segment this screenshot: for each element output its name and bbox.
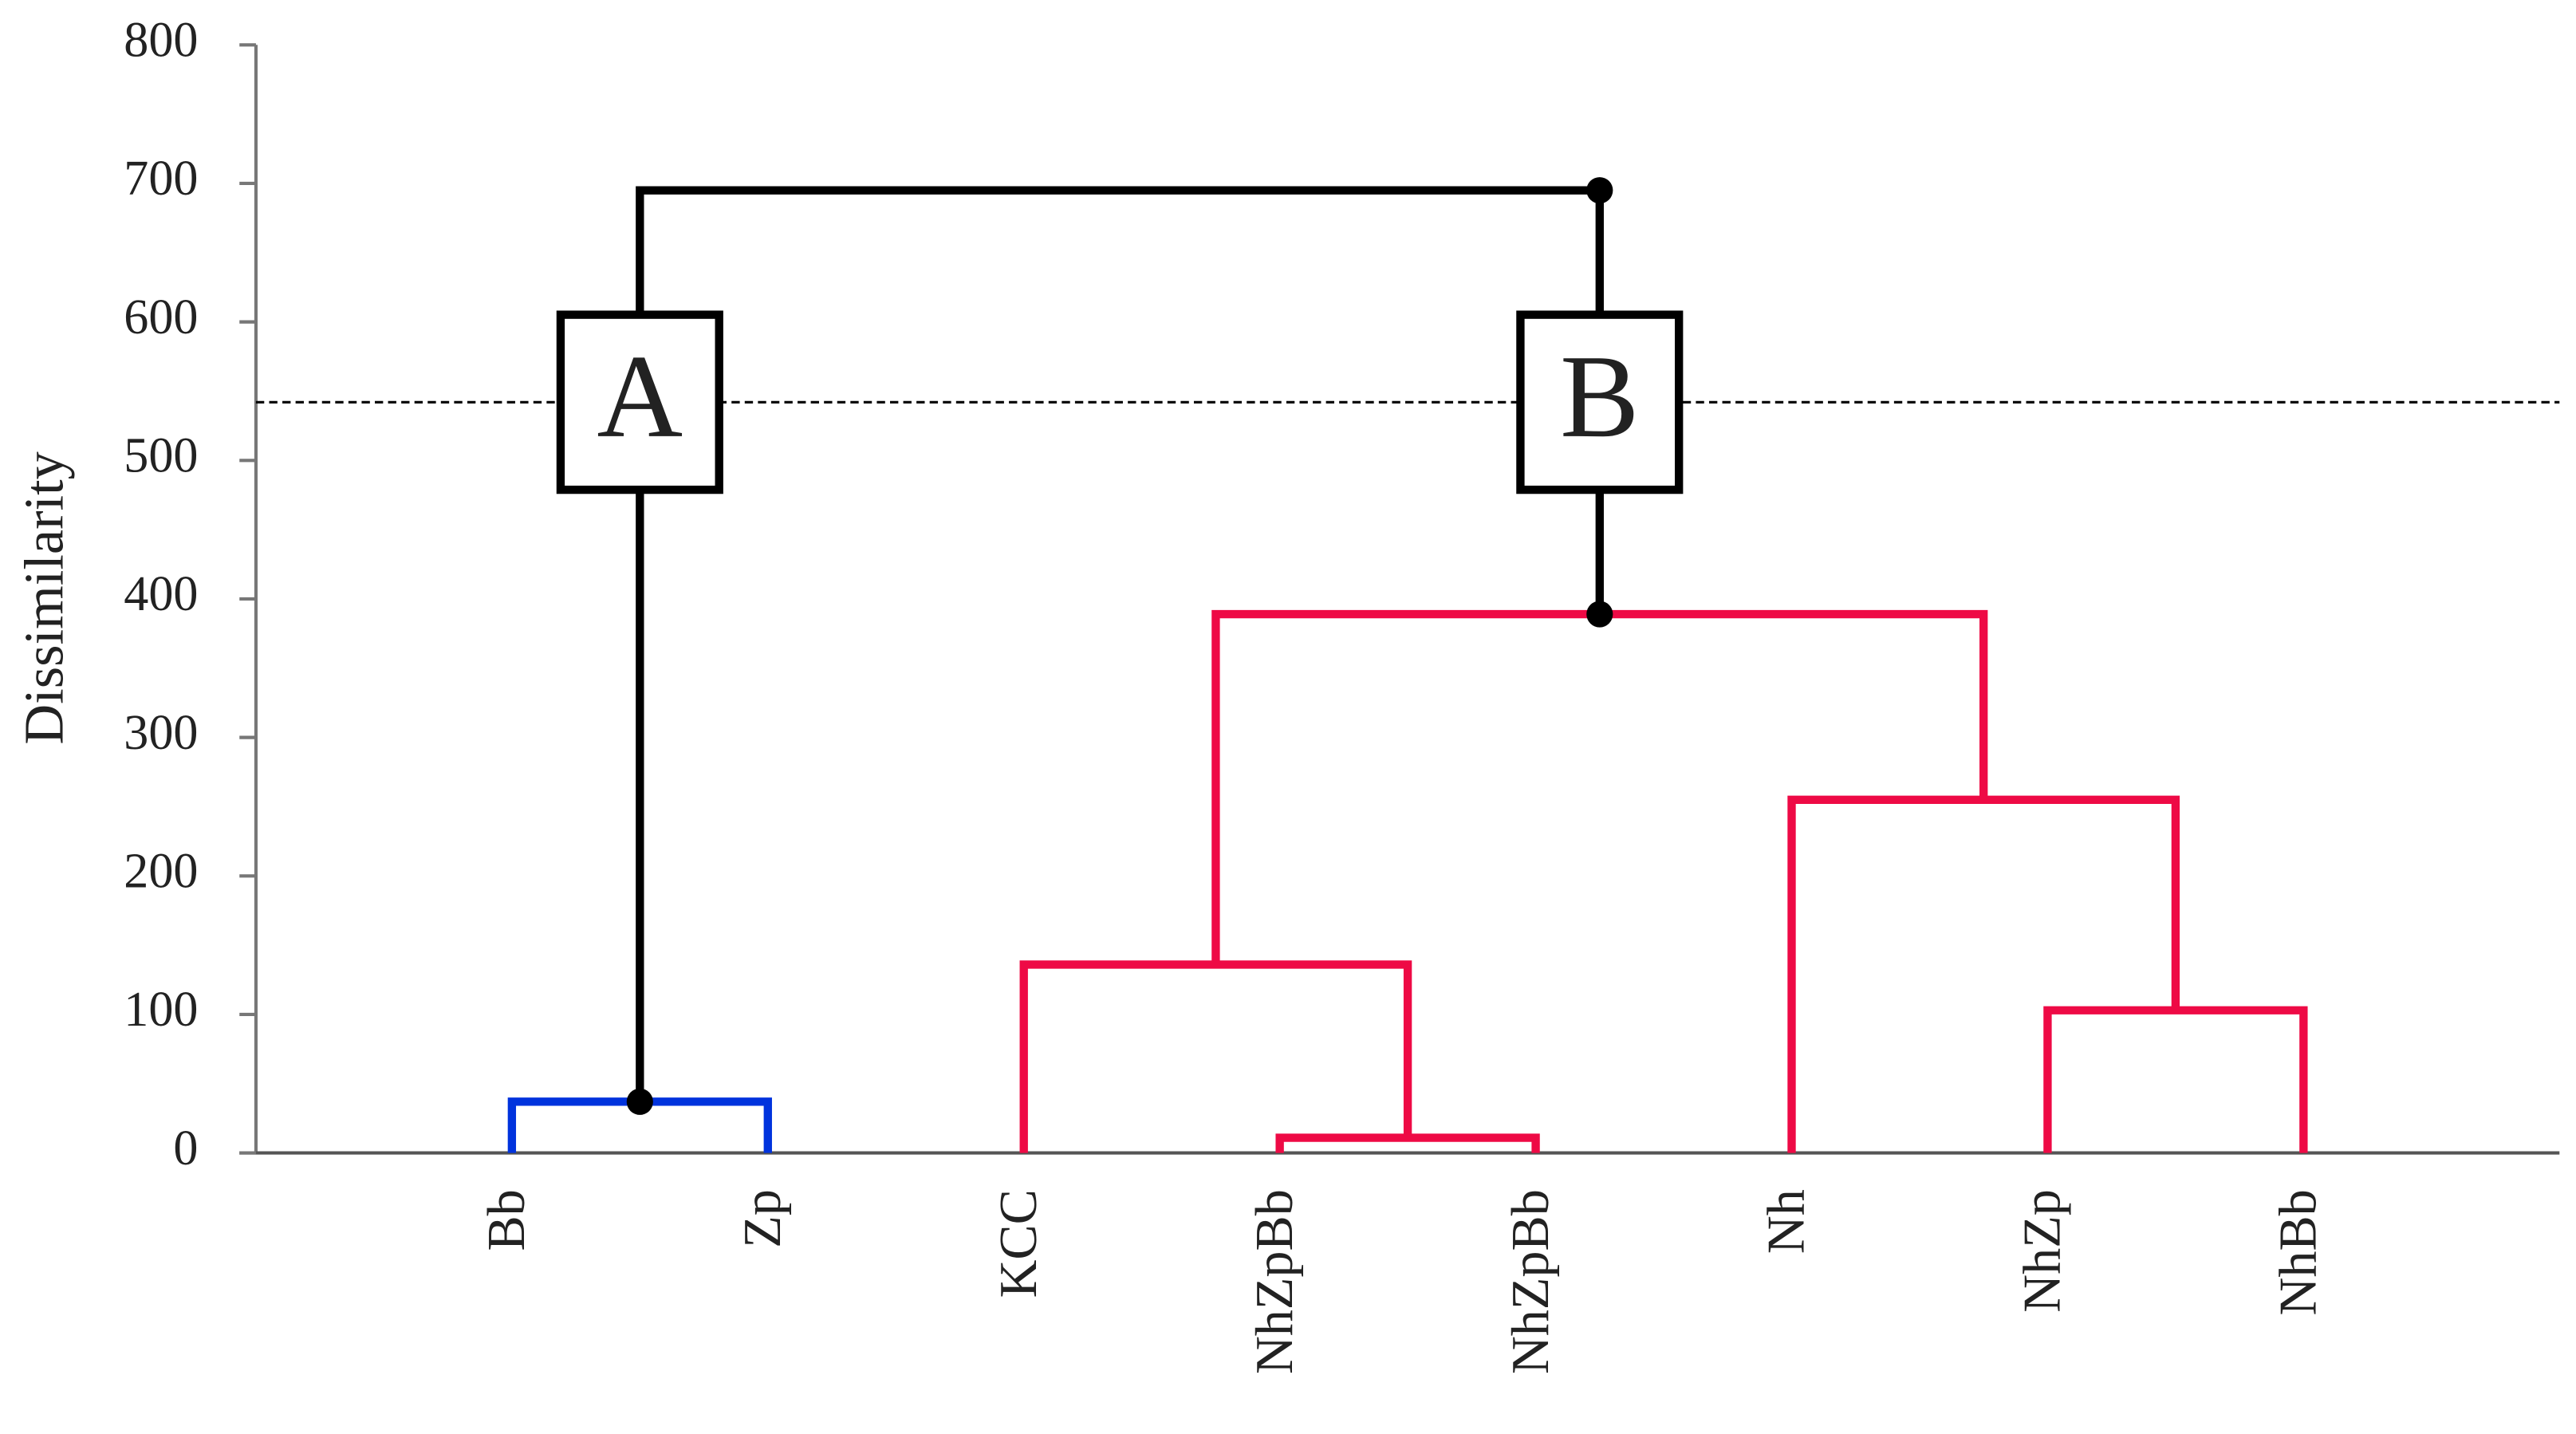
cluster-box xyxy=(556,310,723,494)
leaf-label: Bb xyxy=(478,1189,536,1251)
y-tick-label: 400 xyxy=(124,567,198,621)
y-tick-label: 600 xyxy=(124,290,198,345)
leaf-label: Zp xyxy=(734,1189,792,1248)
leaf-label: NhZpBb xyxy=(1246,1189,1304,1374)
dendrogram-link xyxy=(1019,960,1412,1153)
y-tick-label: 0 xyxy=(173,1121,198,1176)
node-marker xyxy=(1586,601,1613,628)
dendrogram-link xyxy=(1787,795,2180,1153)
node-marker xyxy=(626,1088,653,1115)
leaf-label: NhBb xyxy=(2270,1189,2328,1315)
y-tick-label: 300 xyxy=(124,706,198,760)
leaf-label: Nh xyxy=(1758,1189,1816,1254)
leaf-label: NhZp xyxy=(2014,1189,2072,1313)
y-tick-label: 100 xyxy=(124,983,198,1037)
cluster-label: B xyxy=(1560,331,1639,463)
cluster-label: A xyxy=(597,331,683,463)
y-tick-label: 700 xyxy=(124,152,198,206)
y-tick-label: 200 xyxy=(124,845,198,899)
leaf-label: NhZpBb xyxy=(1502,1189,1560,1374)
dendrogram-link xyxy=(2043,1006,2308,1153)
node-marker xyxy=(1586,177,1613,204)
cluster-box xyxy=(1516,310,1684,494)
y-axis-label: Dissimilarity xyxy=(13,451,75,745)
leaf-label: KCC xyxy=(990,1189,1048,1298)
y-tick-label: 800 xyxy=(124,14,198,68)
dendrogram-link xyxy=(1211,609,1988,965)
dendrogram-link xyxy=(1275,1133,1540,1153)
y-tick-label: 500 xyxy=(124,429,198,483)
